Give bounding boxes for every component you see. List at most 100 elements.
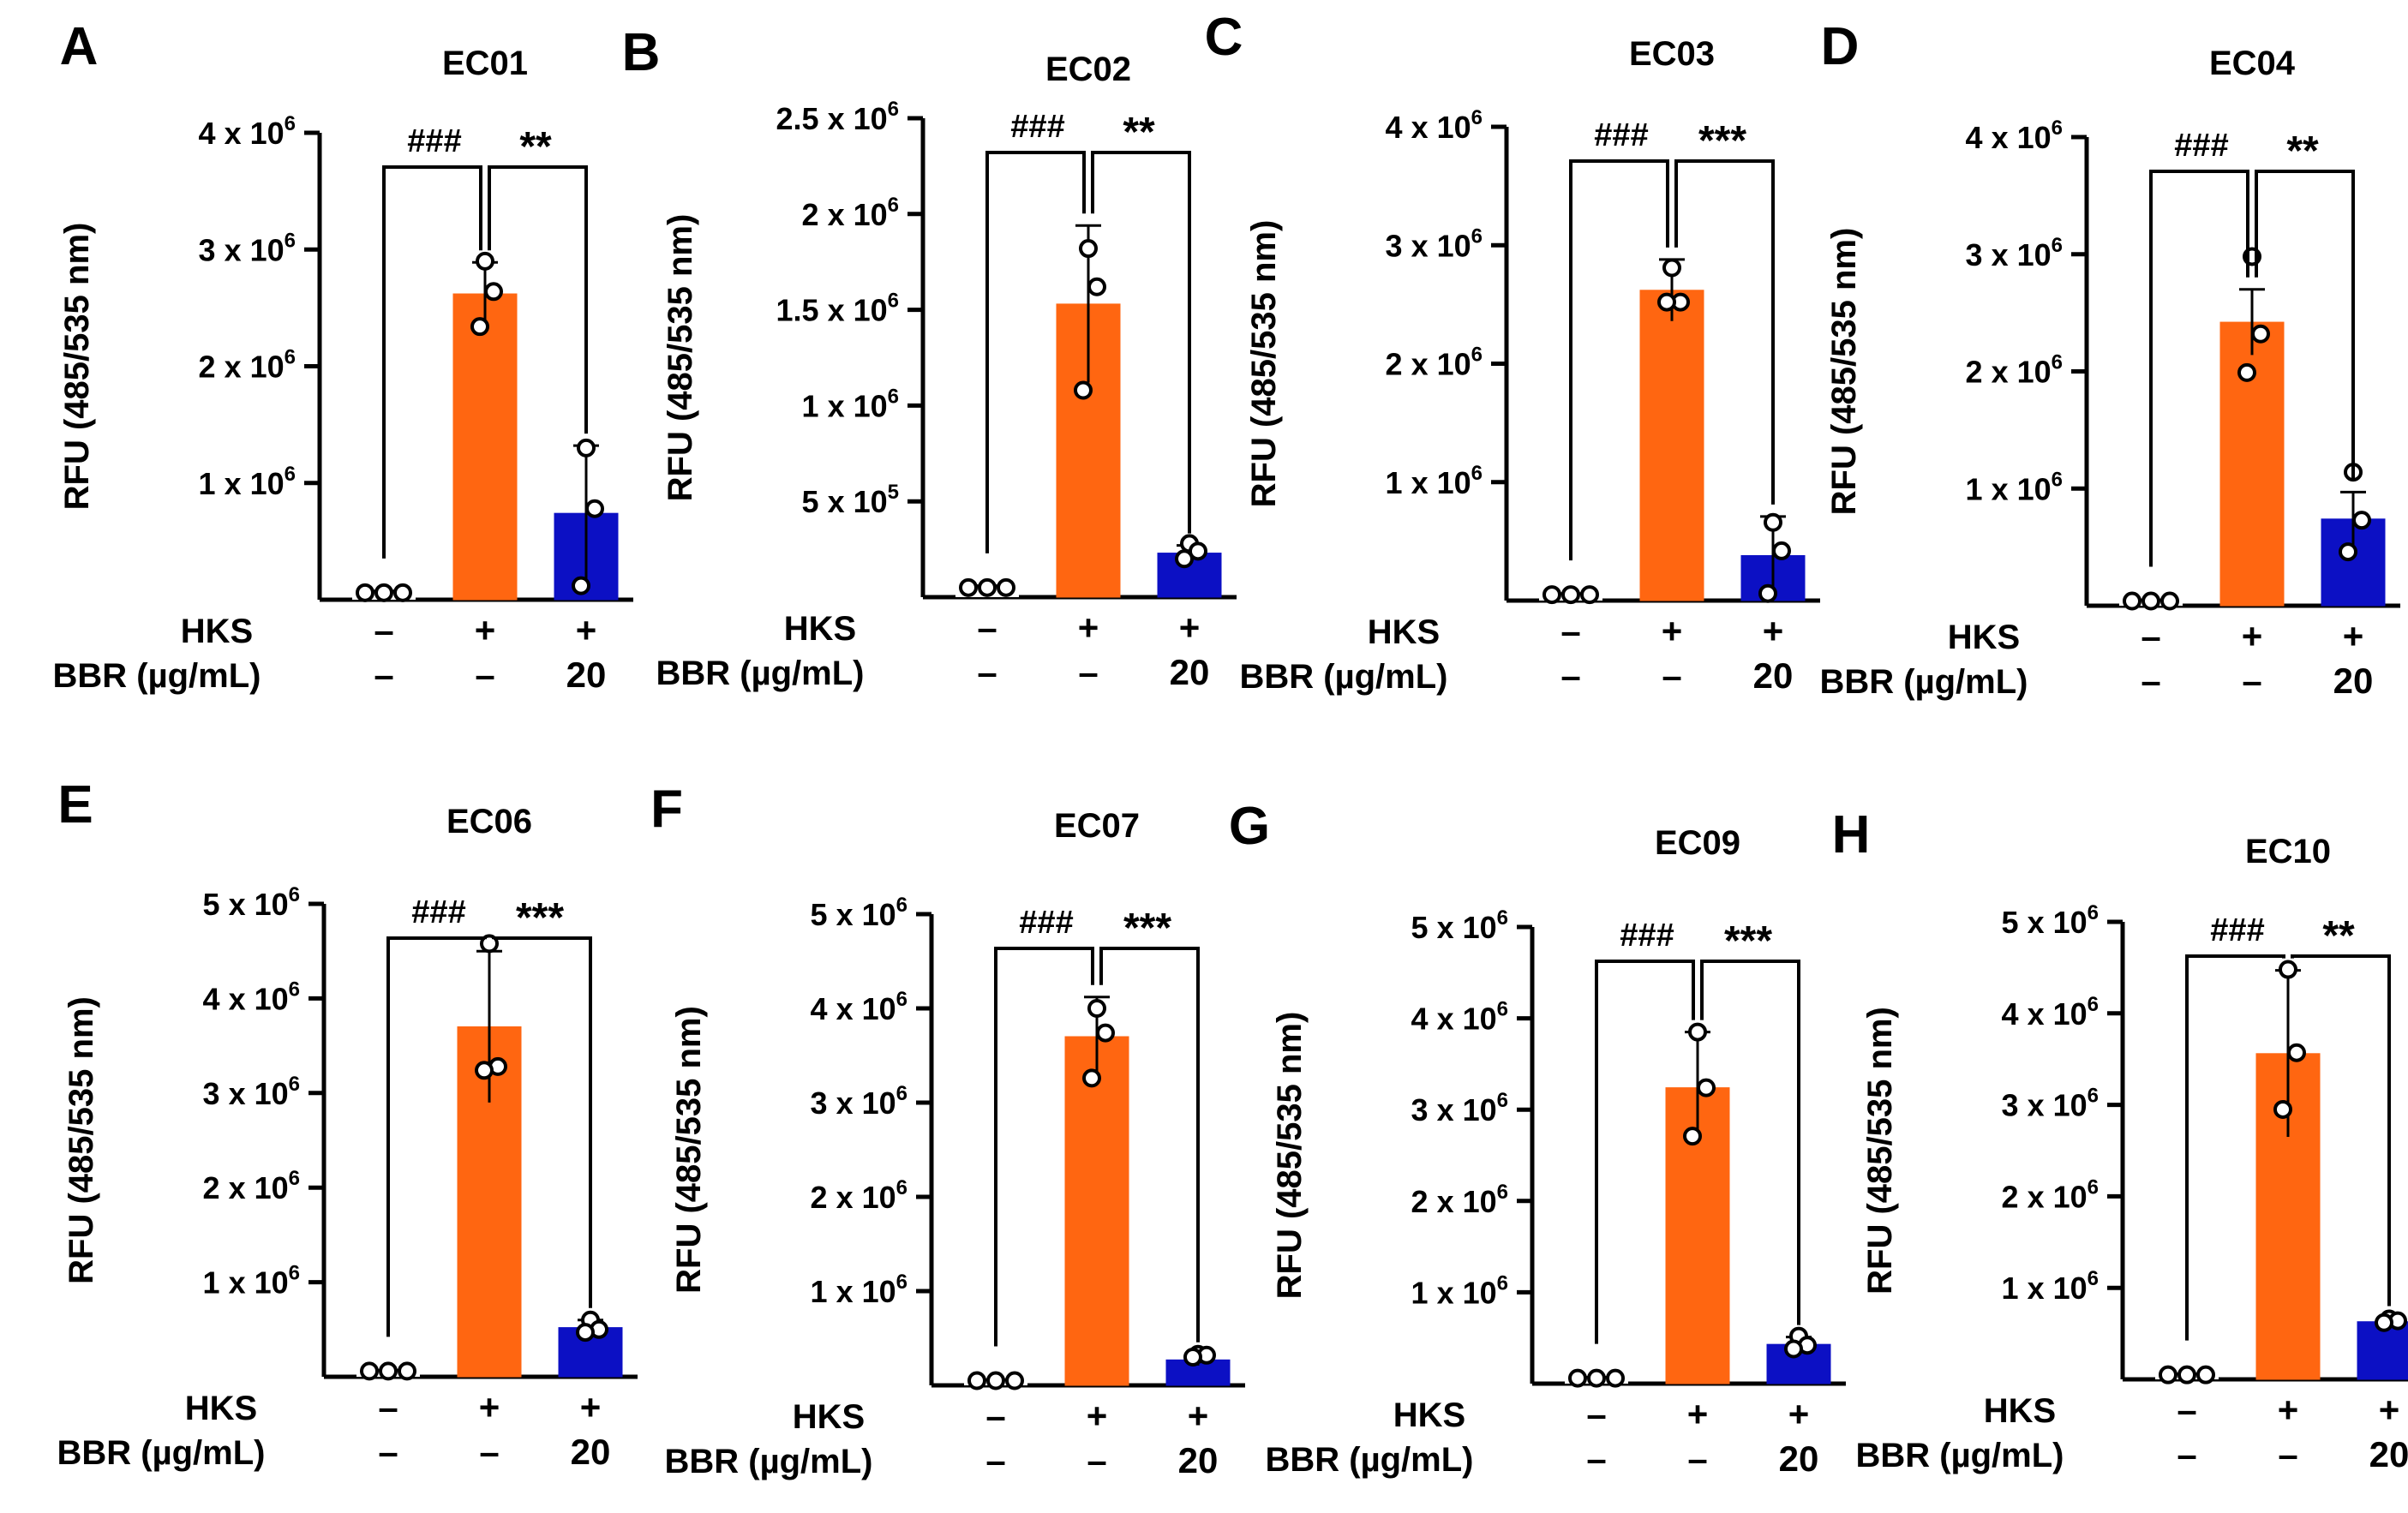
tick-label-base: 1 x 10 bbox=[1411, 1275, 1497, 1310]
hks-value: + bbox=[2343, 616, 2364, 656]
tick-label-exponent: 6 bbox=[896, 1271, 907, 1294]
tick-label-base: 1.5 x 10 bbox=[776, 293, 888, 328]
bbr-value: – bbox=[1087, 1440, 1106, 1480]
row-label-hks: HKS bbox=[1948, 619, 2020, 656]
tick-label-base: 3 x 10 bbox=[811, 1085, 896, 1121]
row-label-bbr: BBR (µg/mL) bbox=[1239, 658, 1447, 696]
significance-left: ### bbox=[2210, 912, 2264, 948]
tick-label-exponent: 6 bbox=[2052, 117, 2063, 140]
data-point bbox=[1657, 292, 1676, 312]
tick-label-exponent: 6 bbox=[2088, 1085, 2099, 1108]
y-tick-label: 5 x 106 bbox=[811, 894, 907, 932]
tick-label-exponent: 6 bbox=[1497, 1271, 1508, 1295]
data-point bbox=[1189, 541, 1207, 561]
tick-label-base: 4 x 10 bbox=[811, 991, 896, 1026]
tick-label-exponent: 6 bbox=[289, 978, 300, 1001]
data-point bbox=[470, 317, 489, 337]
tick-label-base: 5 x 10 bbox=[2002, 905, 2088, 940]
data-point bbox=[1087, 999, 1106, 1018]
significance-right: ** bbox=[2286, 129, 2319, 174]
bracket-right bbox=[1099, 947, 1200, 1343]
y-tick-label: 3 x 106 bbox=[2002, 1085, 2099, 1123]
data-point bbox=[1606, 1368, 1625, 1388]
y-tick-label: 2 x 106 bbox=[1966, 351, 2063, 390]
bar-hks bbox=[1064, 1036, 1129, 1386]
hks-value: + bbox=[580, 1387, 602, 1427]
data-point bbox=[360, 1361, 379, 1381]
data-point bbox=[967, 1371, 986, 1390]
data-point bbox=[1005, 1371, 1024, 1390]
y-axis-label: RFU (485/535 nm) bbox=[1825, 228, 1863, 516]
data-point bbox=[572, 576, 590, 595]
tick-label-base: 4 x 10 bbox=[199, 116, 285, 151]
data-point bbox=[2375, 1313, 2393, 1332]
bracket-left bbox=[1569, 159, 1669, 561]
tick-label-exponent: 5 bbox=[888, 481, 899, 504]
y-tick-label: 2 x 106 bbox=[2002, 1175, 2099, 1214]
y-tick-label: 1 x 106 bbox=[1966, 468, 2063, 506]
data-point bbox=[986, 1371, 1005, 1390]
y-tick-label: 2 x 106 bbox=[203, 1167, 300, 1205]
data-point bbox=[2287, 1043, 2306, 1062]
panel-letter: A bbox=[60, 17, 99, 76]
data-point bbox=[1183, 1348, 1202, 1366]
tick-label-exponent: 6 bbox=[896, 1082, 907, 1105]
bbr-value: – bbox=[1687, 1438, 1707, 1479]
panel-letter: B bbox=[622, 23, 661, 82]
bbr-value: 20 bbox=[1178, 1440, 1219, 1480]
tick-label-exponent: 6 bbox=[2052, 234, 2063, 257]
tick-label-base: 2 x 10 bbox=[2002, 1179, 2088, 1214]
y-axis-label: RFU (485/535 nm) bbox=[63, 996, 100, 1284]
significance-left: ### bbox=[1594, 117, 1648, 153]
y-tick-label: 4 x 106 bbox=[1411, 998, 1508, 1037]
data-point bbox=[997, 577, 1015, 597]
bbr-value: 20 bbox=[2369, 1434, 2408, 1474]
data-point bbox=[1175, 549, 1194, 569]
y-tick-label: 1 x 106 bbox=[1386, 462, 1483, 500]
data-point bbox=[2352, 511, 2371, 530]
bbr-value: – bbox=[1078, 652, 1098, 692]
tick-label-base: 1 x 10 bbox=[802, 388, 888, 423]
row-label-hks: HKS bbox=[181, 613, 253, 650]
y-axis-label: RFU (485/535 nm) bbox=[670, 1006, 708, 1294]
tick-label-exponent: 6 bbox=[896, 1176, 907, 1199]
bracket-right bbox=[1700, 960, 1800, 1325]
hks-value: + bbox=[1788, 1394, 1810, 1434]
row-label-hks: HKS bbox=[1984, 1392, 2056, 1430]
row-label-hks: HKS bbox=[185, 1390, 257, 1427]
tick-label-exponent: 6 bbox=[1471, 106, 1483, 129]
hks-value: – bbox=[2141, 616, 2160, 656]
bar-hks bbox=[452, 293, 518, 601]
bbr-value: – bbox=[2242, 661, 2261, 701]
tick-label-exponent: 6 bbox=[2088, 901, 2099, 924]
tick-label-base: 5 x 10 bbox=[811, 897, 896, 932]
row-label-bbr: BBR (µg/mL) bbox=[52, 657, 261, 695]
bbr-value: – bbox=[378, 1432, 398, 1472]
y-tick-label: 1 x 106 bbox=[199, 463, 296, 501]
data-point bbox=[2339, 542, 2357, 562]
data-point bbox=[1074, 380, 1093, 400]
tick-label-exponent: 6 bbox=[2052, 351, 2063, 374]
y-tick-label: 1 x 106 bbox=[1411, 1271, 1508, 1310]
data-point bbox=[1580, 585, 1599, 605]
data-point bbox=[1697, 1078, 1716, 1097]
tick-label-base: 3 x 10 bbox=[1966, 237, 2052, 272]
panel-title: EC07 bbox=[1054, 807, 1140, 845]
tick-label-exponent: 6 bbox=[1471, 344, 1483, 367]
significance-left: ### bbox=[1620, 918, 1674, 954]
y-tick-label: 2 x 106 bbox=[811, 1176, 907, 1215]
tick-label-base: 5 x 10 bbox=[203, 887, 289, 922]
hks-value: + bbox=[2242, 616, 2263, 656]
bracket-right bbox=[2291, 954, 2391, 1307]
hks-value: + bbox=[479, 1387, 500, 1427]
tick-label-base: 2 x 10 bbox=[1966, 355, 2052, 390]
row-label-bbr: BBR (µg/mL) bbox=[1855, 1437, 2064, 1474]
hks-value: + bbox=[1179, 607, 1201, 648]
data-point bbox=[2196, 1365, 2215, 1384]
row-label-bbr: BBR (µg/mL) bbox=[1265, 1441, 1473, 1479]
y-tick-label: 1 x 106 bbox=[811, 1271, 907, 1309]
hks-value: – bbox=[2177, 1390, 2196, 1430]
y-tick-label: 3 x 106 bbox=[811, 1082, 907, 1121]
